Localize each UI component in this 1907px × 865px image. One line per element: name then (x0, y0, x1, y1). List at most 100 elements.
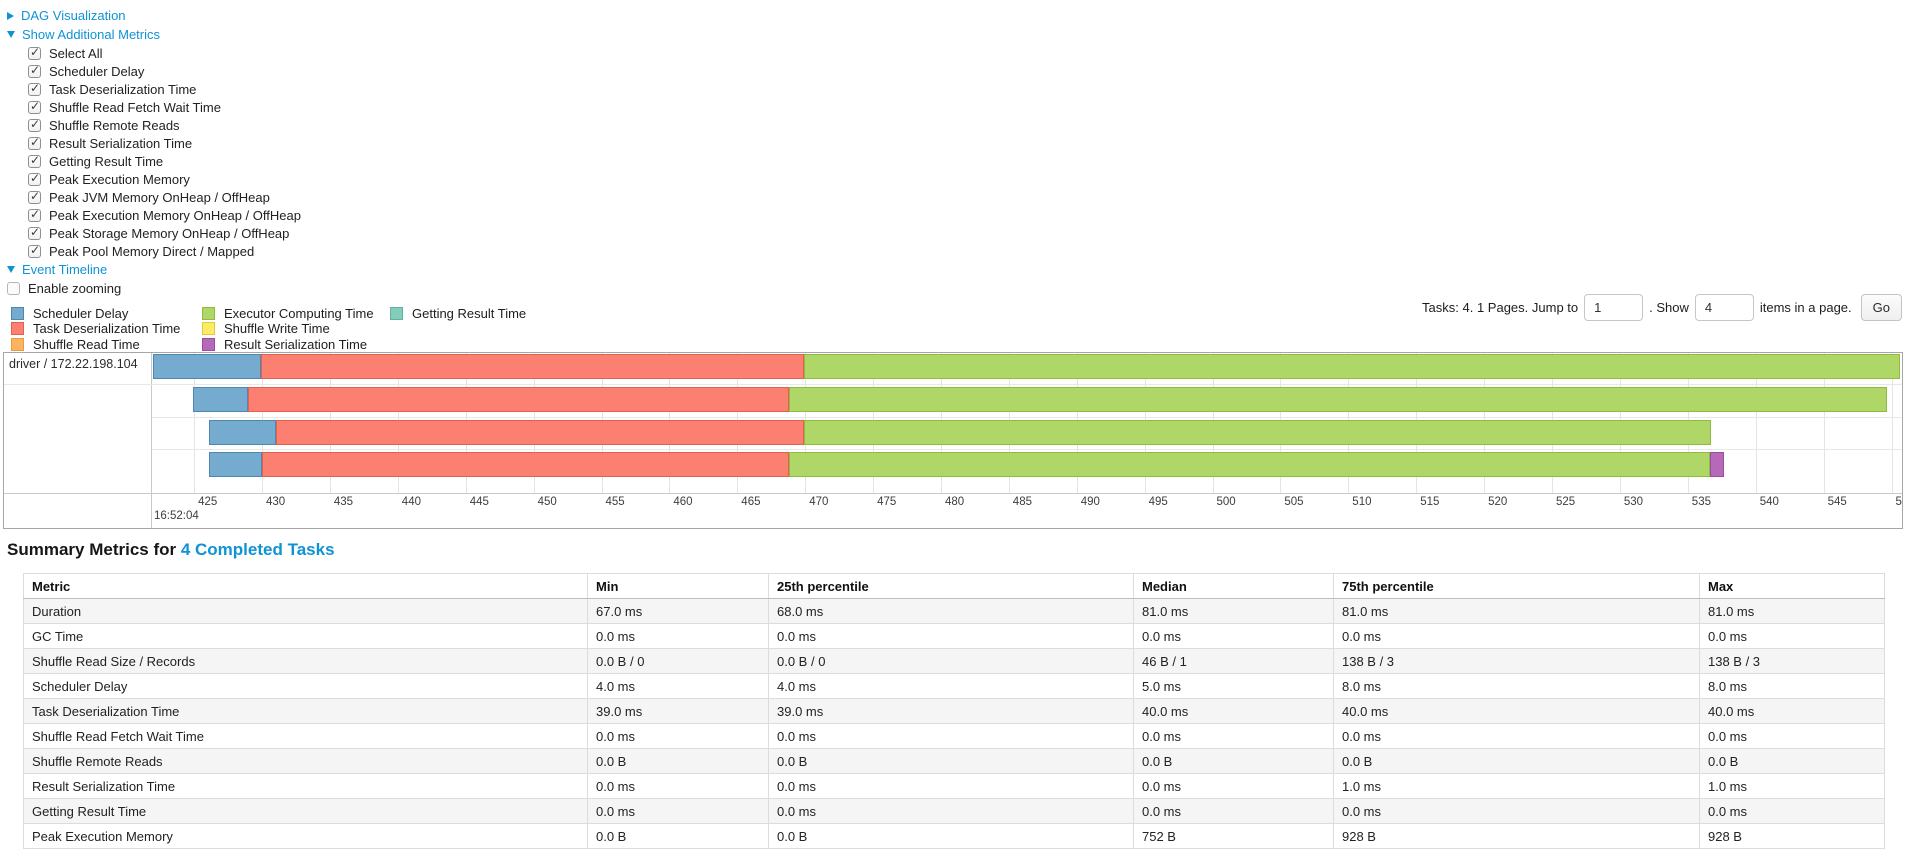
task-3-segment-task-deserialization[interactable] (275, 420, 804, 445)
metric-value-cell: 0.0 B (1133, 748, 1334, 774)
metric-row-peak-pool-memory-direct-mapped: ✓ Peak Pool Memory Direct / Mapped (7, 242, 301, 260)
axis-tick-label: 455 (605, 496, 625, 508)
task-3-segment-executor-computing[interactable] (803, 420, 1711, 445)
checkbox-checked-icon[interactable]: ✓ (28, 224, 41, 240)
metric-checkbox-label: Peak Execution Memory (49, 171, 190, 187)
show-additional-metrics-toggle[interactable]: Show Additional Metrics (7, 25, 301, 44)
axis-tick-label: 495 (1148, 496, 1168, 508)
task-2-segment-scheduler-delay[interactable] (192, 387, 249, 412)
additional-metrics-checkbox-list: ✓ Select All ✓ Scheduler Delay ✓ Task Deseria… (7, 44, 301, 260)
table-header-row: Metric Min 25th percentile Median 75th perce… (23, 573, 1885, 599)
metric-value-cell: 752 B (1133, 823, 1334, 849)
checkbox-checked-icon[interactable]: ✓ (28, 62, 41, 78)
metric-value-cell: 928 B (1333, 823, 1700, 849)
dag-visualization-toggle[interactable]: DAG Visualization (7, 6, 301, 25)
legend-swatch-icon (202, 307, 215, 321)
checkbox-checked-icon[interactable]: ✓ (28, 170, 41, 186)
checkbox-checked-icon[interactable]: ✓ (28, 242, 41, 258)
metric-checkbox-label: Scheduler Delay (49, 63, 145, 79)
metric-value-cell: 46 B / 1 (1133, 648, 1334, 674)
summary-metrics-heading: Summary Metrics for 4 Completed Tasks (7, 540, 335, 560)
checkbox-checked-icon[interactable]: ✓ (28, 188, 41, 204)
expanded-arrow-icon (7, 266, 15, 273)
metric-value-cell: 0.0 ms (1133, 723, 1334, 749)
metric-checkbox-label: Peak JVM Memory OnHeap / OffHeap (49, 189, 270, 205)
legend-swatch-icon (11, 322, 24, 336)
task-3-segment-scheduler-delay[interactable] (209, 420, 276, 445)
dag-visualization-label: DAG Visualization (21, 8, 126, 23)
metric-row-result-serialization-time: Result Serialization Time 0.0 ms 0.0 ms 0.0… (23, 773, 1885, 799)
checkbox-checked-icon[interactable]: ✓ (28, 206, 41, 222)
metric-value-cell: 0.0 ms (587, 723, 769, 749)
checkbox-checked-icon[interactable]: ✓ (28, 116, 41, 132)
metric-name-cell: Task Deserialization Time (23, 698, 588, 724)
row-separator-line (4, 384, 1902, 385)
event-timeline-label: Event Timeline (22, 262, 108, 277)
legend-column: Getting Result Time (390, 306, 526, 352)
metric-value-cell: 0.0 ms (768, 623, 1134, 649)
tasks-count-text: Tasks: 4. 1 Pages. Jump to (1422, 299, 1579, 315)
metric-value-cell: 1.0 ms (1699, 773, 1885, 799)
task-1-segment-task-deserialization[interactable] (260, 354, 804, 379)
row-separator-line (152, 417, 1902, 418)
checkbox-checked-icon[interactable]: ✓ (28, 134, 41, 150)
axis-tick-label: 535 (1691, 496, 1711, 508)
metric-value-cell: 0.0 B / 0 (587, 648, 769, 674)
metric-row-gc-time: GC Time 0.0 ms 0.0 ms 0.0 ms 0.0 ms 0.0 ms (23, 623, 1885, 649)
checkbox-checked-icon[interactable]: ✓ (28, 80, 41, 96)
stage-page-controls: DAG Visualization Show Additional Metric… (7, 6, 301, 297)
metric-value-cell: 928 B (1699, 823, 1885, 849)
items-per-page-input[interactable] (1694, 293, 1754, 321)
metric-row-shuffle-read-fetch-wait-time: ✓ Shuffle Read Fetch Wait Time (7, 98, 301, 116)
metric-value-cell: 0.0 B (587, 748, 769, 774)
task-4-segment-scheduler-delay[interactable] (209, 452, 262, 477)
enable-zooming-label: Enable zooming (28, 280, 122, 296)
metric-value-cell: 40.0 ms (1699, 698, 1885, 724)
axis-tick-label: 425 (198, 496, 218, 508)
go-button[interactable]: Go (1860, 293, 1902, 321)
metric-value-cell: 0.0 B (768, 823, 1134, 849)
metric-name-cell: Shuffle Read Size / Records (23, 648, 588, 674)
task-2-segment-executor-computing[interactable] (788, 387, 1888, 412)
event-timeline-toggle[interactable]: Event Timeline (7, 260, 301, 279)
metric-value-cell: 0.0 ms (1699, 623, 1885, 649)
timeline-legend: Scheduler Delay Task Deserialization Time… (11, 306, 526, 352)
task-4-segment-result-serialization[interactable] (1709, 452, 1725, 477)
metric-name-cell: Peak Execution Memory (23, 823, 588, 849)
task-1-segment-executor-computing[interactable] (803, 354, 1900, 379)
metric-value-cell: 81.0 ms (1333, 598, 1700, 624)
legend-swatch-icon (11, 307, 24, 321)
axis-tick-label: 525 (1556, 496, 1576, 508)
metric-value-cell: 81.0 ms (1699, 598, 1885, 624)
metric-value-cell: 67.0 ms (587, 598, 769, 624)
metric-name-cell: Shuffle Read Fetch Wait Time (23, 723, 588, 749)
task-2-segment-task-deserialization[interactable] (248, 387, 789, 412)
task-1-segment-scheduler-delay[interactable] (153, 354, 261, 379)
jump-to-page-input[interactable] (1584, 293, 1644, 321)
metric-value-cell: 39.0 ms (768, 698, 1134, 724)
completed-tasks-link[interactable]: 4 Completed Tasks (180, 540, 335, 559)
legend-item-scheduler-delay: Scheduler Delay (11, 306, 202, 321)
enable-zooming-checkbox[interactable] (7, 281, 20, 295)
checkbox-checked-icon[interactable]: ✓ (28, 98, 41, 114)
column-header-max: Max (1699, 573, 1885, 599)
metric-value-cell: 0.0 ms (587, 798, 769, 824)
column-header-min: Min (587, 573, 769, 599)
axis-tick-label: 475 (877, 496, 897, 508)
metric-value-cell: 0.0 ms (1133, 773, 1334, 799)
metric-value-cell: 68.0 ms (768, 598, 1134, 624)
task-4-segment-executor-computing[interactable] (788, 452, 1710, 477)
axis-tick-label: 445 (469, 496, 489, 508)
legend-label: Scheduler Delay (33, 306, 129, 322)
metric-value-cell: 0.0 B / 0 (768, 648, 1134, 674)
checkbox-checked-icon[interactable]: ✓ (28, 44, 41, 60)
column-header-median: Median (1133, 573, 1334, 599)
axis-tick-label: 440 (401, 496, 421, 508)
task-4-segment-task-deserialization[interactable] (262, 452, 789, 477)
axis-tick-label: 430 (266, 496, 286, 508)
axis-tick-label: 510 (1352, 496, 1372, 508)
metric-row-select-all: ✓ Select All (7, 44, 301, 62)
grid-line (1891, 353, 1893, 493)
checkbox-checked-icon[interactable]: ✓ (28, 152, 41, 168)
legend-column: Executor Computing Time Shuffle Write Tim… (202, 306, 390, 352)
